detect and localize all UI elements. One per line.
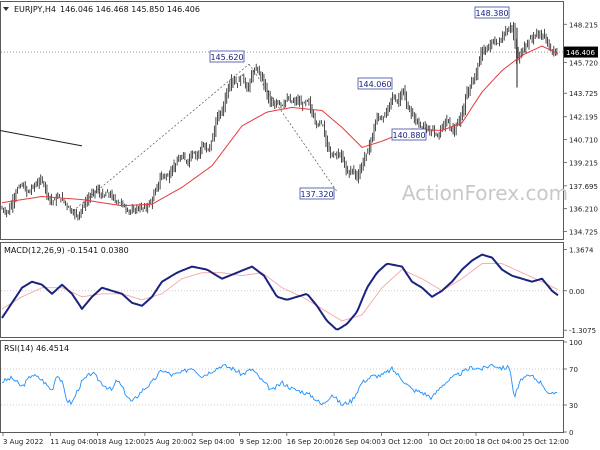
trend-line	[0, 129, 83, 147]
price-annotation: 148.380	[474, 6, 510, 19]
price-annotation: 140.880	[391, 128, 427, 141]
annotation-label: 148.380	[475, 9, 508, 18]
x-tick-label: 3 Oct 12:00	[381, 438, 422, 446]
y-tick-label: -1.3075	[569, 327, 596, 335]
y-tick-label: 139.215	[569, 160, 598, 168]
y-tick-label: 142.195	[569, 114, 598, 122]
x-tick-label: 10 Oct 20:00	[429, 438, 475, 446]
macd-panel-title: MACD(12,26,9) -0.1541 0.0380	[4, 246, 129, 255]
x-tick-label: 25 Oct 12:00	[523, 438, 569, 446]
annotation-label: 140.880	[392, 131, 425, 140]
annotation-label: 145.620	[210, 53, 243, 62]
rsi-panel-title: RSI(14) 46.4514	[4, 344, 69, 353]
x-tick-label: 26 Sep 04:00	[334, 438, 381, 446]
y-tick-label: 136.210	[569, 206, 598, 214]
x-tick-label: 3 Aug 2022	[3, 438, 43, 446]
x-tick-label: 16 Sep 20:00	[287, 438, 334, 446]
price-layer: 148.380 145.620 144.060 140.880 137.320	[0, 6, 563, 221]
projection-line	[69, 63, 250, 214]
price-title: EURJPY,H4	[14, 5, 56, 14]
x-tick-label: 9 Sep 12:00	[240, 438, 282, 446]
price-annotation: 137.320	[299, 187, 335, 200]
annotation-label: 137.320	[300, 190, 333, 199]
price-annotation: 145.620	[209, 50, 245, 63]
y-tick-label: 134.725	[569, 228, 598, 236]
macd-panel-frame	[0, 242, 564, 338]
y-tick-label: 148.215	[569, 21, 598, 29]
watermark-text: ActionForex.com	[402, 181, 568, 205]
x-tick-label: 11 Aug 04:00	[50, 438, 97, 446]
moving-average-line	[1, 45, 559, 207]
annotation-box	[474, 6, 510, 19]
price-annotation: 144.060	[357, 77, 393, 90]
x-tick-label: 25 Aug 20:00	[145, 438, 192, 446]
y-tick-label: 100	[569, 339, 582, 347]
rsi-layer	[1, 364, 563, 407]
y-tick-label: 0	[569, 429, 573, 437]
price-panel-frame	[0, 1, 564, 240]
macd-layer	[1, 253, 563, 331]
collapse-triangle-icon[interactable]	[3, 7, 9, 11]
price-ohlc: 146.046 146.468 145.850 146.406	[60, 5, 200, 14]
macd-line	[1, 253, 559, 331]
x-tick-label: 18 Oct 04:00	[476, 438, 522, 446]
y-tick-label: 145.720	[569, 60, 598, 68]
y-tick-label: 140.710	[569, 137, 598, 145]
y-tick-label: 1.3674	[569, 247, 594, 255]
y-tick-label: 137.695	[569, 183, 598, 191]
projection-line	[248, 63, 338, 192]
annotation-box	[299, 187, 335, 200]
rsi-panel-frame	[0, 340, 564, 433]
current-price-label: 146.406	[566, 49, 595, 57]
current-price-tag	[564, 46, 598, 58]
annotation-box	[357, 77, 393, 90]
y-tick-label: 30	[569, 402, 578, 410]
annotation-box	[209, 50, 245, 63]
y-tick-label: 143.725	[569, 90, 598, 98]
price-panel-title: EURJPY,H4 146.046 146.468 145.850 146.406	[14, 5, 200, 14]
y-tick-label: 0.00	[569, 288, 585, 296]
x-tick-label: 2 Sep 04:00	[192, 438, 234, 446]
annotation-box	[391, 128, 427, 141]
annotation-label: 144.060	[358, 80, 391, 89]
x-tick-label: 18 Aug 12:00	[98, 438, 145, 446]
rsi-line	[1, 364, 558, 407]
y-tick-label: 70	[569, 366, 578, 374]
axis-layer: 148.215 145.720 143.725 142.195 140.710 139.2…	[2, 21, 598, 446]
